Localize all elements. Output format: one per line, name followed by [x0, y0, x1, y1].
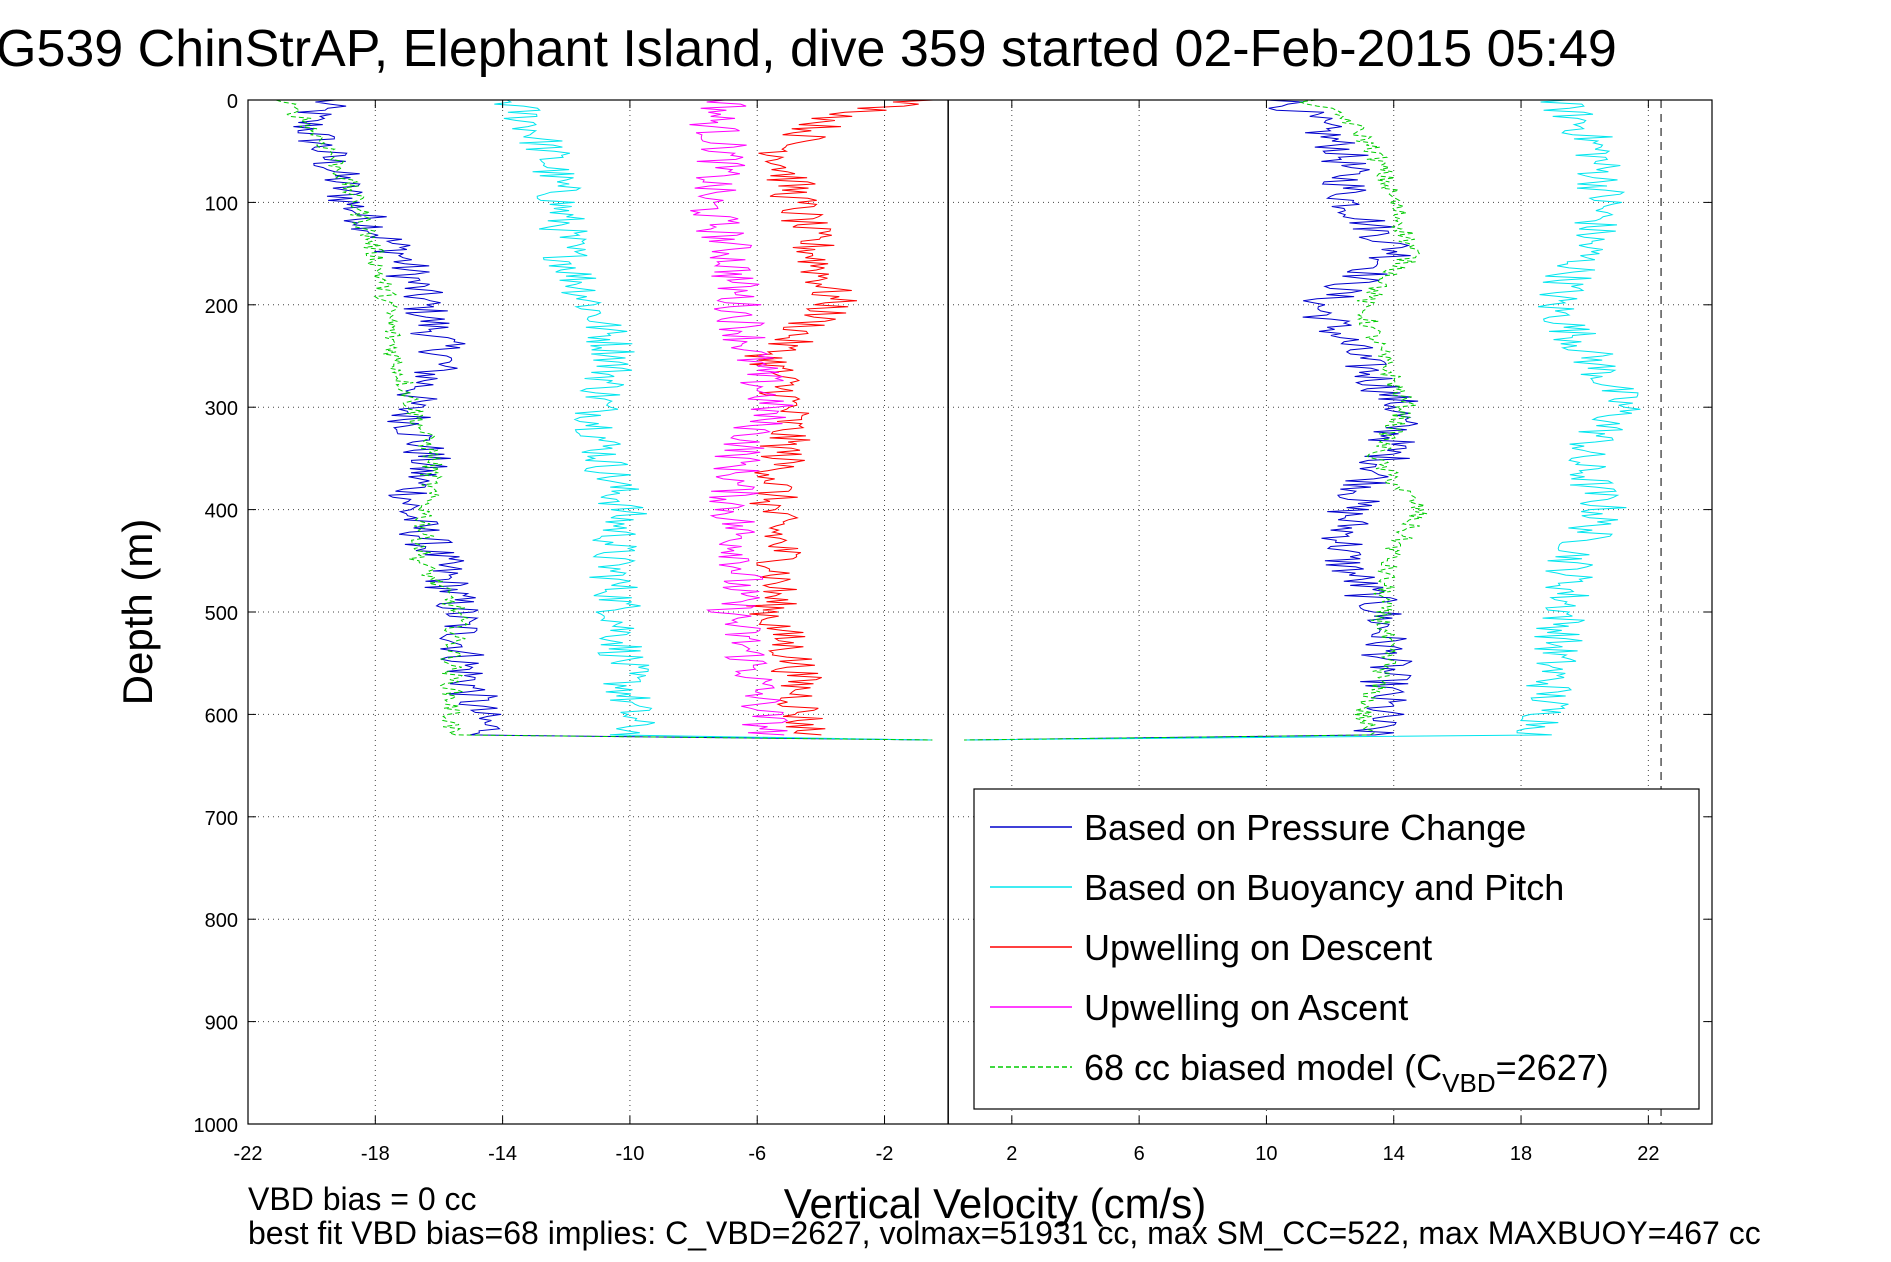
- series-line-ascent: [689, 99, 794, 736]
- reference-lines: [947, 100, 1662, 1124]
- legend-label: Based on Buoyancy and Pitch: [1084, 867, 1564, 908]
- note-best-fit: best fit VBD bias=68 implies: C_VBD=2627…: [248, 1215, 1761, 1251]
- series-1: [494, 99, 1641, 741]
- legend-label: Upwelling on Ascent: [1084, 987, 1408, 1028]
- y-tick-label: 900: [205, 1013, 238, 1035]
- x-axis-ticks: -22 -18 -14 -10 -6 -2 2 6 10 14 18 22: [234, 100, 1659, 1165]
- legend-label: Based on Pressure Change: [1084, 807, 1526, 848]
- x-tick-label: 18: [1510, 1143, 1532, 1165]
- series-0: [293, 99, 1419, 741]
- chart-title: G539 ChinStrAP, Elephant Island, dive 35…: [0, 20, 1617, 78]
- series-line-descent: [744, 99, 934, 736]
- series-line-descent: [494, 99, 933, 741]
- y-tick-label: 500: [205, 603, 238, 625]
- series-4: [275, 99, 1428, 741]
- series-lines: [275, 99, 1641, 741]
- legend-label: 68 cc biased model (CVBD=2627): [1084, 1047, 1609, 1098]
- x-tick-label: -2: [876, 1143, 894, 1165]
- series-2: [744, 99, 934, 736]
- x-tick-label: 22: [1637, 1143, 1659, 1165]
- series-line-ascent: [964, 99, 1419, 741]
- x-tick-label: 2: [1006, 1143, 1017, 1165]
- y-axis-ticks: 0 100 200 300 400 500 600 700 800 900 1000: [194, 91, 1712, 1137]
- series-line-ascent: [964, 99, 1641, 741]
- series-line-ascent: [964, 99, 1428, 741]
- y-tick-label: 300: [205, 398, 238, 420]
- y-tick-label: 800: [205, 910, 238, 932]
- legend-label: Upwelling on Descent: [1084, 927, 1432, 968]
- y-axis-label: Depth (m): [114, 519, 161, 706]
- legend: Based on Pressure Change Based on Buoyanc…: [973, 788, 1700, 1110]
- x-tick-label: 10: [1255, 1143, 1277, 1165]
- x-tick-label: -6: [748, 1143, 766, 1165]
- y-tick-label: 400: [205, 501, 238, 523]
- y-tick-label: 600: [205, 705, 238, 727]
- series-line-descent: [275, 99, 933, 741]
- series-3: [689, 99, 794, 736]
- x-tick-label: 6: [1134, 1143, 1145, 1165]
- note-vbd-bias: VBD bias = 0 cc: [248, 1181, 477, 1217]
- y-tick-label: 100: [205, 193, 238, 215]
- legend-box: [973, 788, 1700, 1110]
- x-axis-label: Vertical Velocity (cm/s): [784, 1180, 1206, 1227]
- series-line-descent: [293, 99, 933, 741]
- x-tick-label: 14: [1383, 1143, 1405, 1165]
- x-tick-label: -14: [488, 1143, 517, 1165]
- y-tick-label: 0: [227, 91, 238, 113]
- y-tick-label: 1000: [194, 1115, 239, 1137]
- x-tick-label: -18: [361, 1143, 390, 1165]
- x-tick-label: -10: [615, 1143, 644, 1165]
- y-tick-label: 700: [205, 808, 238, 830]
- y-tick-label: 200: [205, 296, 238, 318]
- x-tick-label: -22: [234, 1143, 263, 1165]
